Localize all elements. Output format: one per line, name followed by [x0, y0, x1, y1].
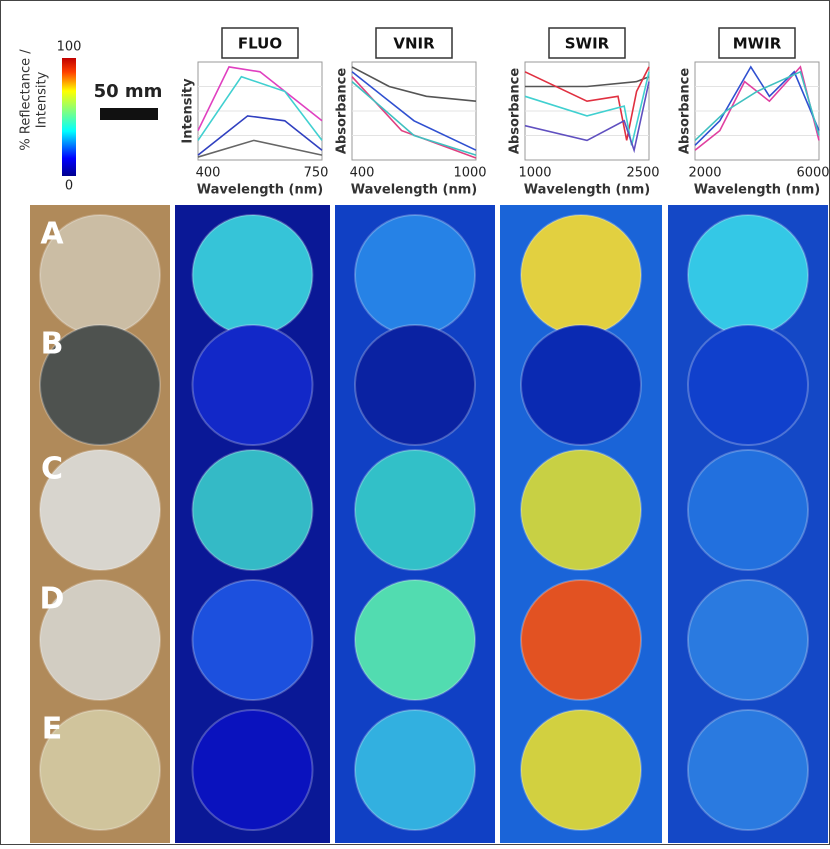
x-tick-label: 2500 [626, 166, 659, 181]
panel-title: VNIR [393, 35, 435, 53]
y-axis-label: Intensity [181, 78, 196, 144]
x-tick-label: 1000 [518, 166, 551, 181]
sample-label: E [42, 712, 63, 747]
sample-label: B [41, 327, 64, 362]
sample-dish [688, 450, 808, 570]
colorbar [62, 58, 76, 176]
sample-label: D [40, 582, 65, 617]
sample-dish [521, 580, 641, 700]
sample-dish [355, 710, 475, 830]
x-tick-label: 400 [196, 166, 221, 181]
x-axis-label: Wavelength (nm) [351, 183, 477, 198]
sample-dish [688, 580, 808, 700]
sample-dish [521, 450, 641, 570]
figure: % Reflectance / Intensity 100 0 50 mm FL… [0, 0, 830, 845]
sample-label: A [40, 217, 64, 252]
panel-title: SWIR [565, 35, 610, 53]
colorbar-label: % Reflectance / [19, 49, 34, 151]
y-axis-label: Absorbance [678, 68, 693, 154]
x-tick-label: 6000 [796, 166, 829, 181]
x-tick-label: 1000 [453, 166, 486, 181]
sample-dish [355, 325, 475, 445]
x-axis-label: Wavelength (nm) [197, 183, 323, 198]
x-tick-label: 2000 [688, 166, 721, 181]
panel-title: FLUO [238, 35, 282, 53]
sample-dish [355, 215, 475, 335]
sample-dish [521, 710, 641, 830]
sample-label: C [41, 452, 63, 487]
sample-dish [688, 710, 808, 830]
x-tick-label: 400 [350, 166, 375, 181]
y-axis-label: Absorbance [335, 68, 350, 154]
sample-dish [688, 325, 808, 445]
sample-dish [193, 450, 313, 570]
colorbar-max: 100 [57, 40, 82, 55]
x-axis-label: Wavelength (nm) [694, 183, 820, 198]
colorbar-label: Intensity [35, 71, 50, 128]
sample-dish [193, 325, 313, 445]
colorbar-min: 0 [65, 179, 73, 194]
sample-dish [521, 325, 641, 445]
sample-dish [355, 580, 475, 700]
sample-dish [355, 450, 475, 570]
sample-dish [688, 215, 808, 335]
sample-dish [521, 215, 641, 335]
y-axis-label: Absorbance [508, 68, 523, 154]
sample-dish [193, 215, 313, 335]
sample-dish [193, 710, 313, 830]
sample-dish [193, 580, 313, 700]
scale-bar [100, 108, 158, 120]
x-tick-label: 750 [304, 166, 329, 181]
x-axis-label: Wavelength (nm) [524, 183, 650, 198]
scale-bar-label: 50 mm [94, 81, 163, 102]
panel-title: MWIR [733, 35, 782, 53]
